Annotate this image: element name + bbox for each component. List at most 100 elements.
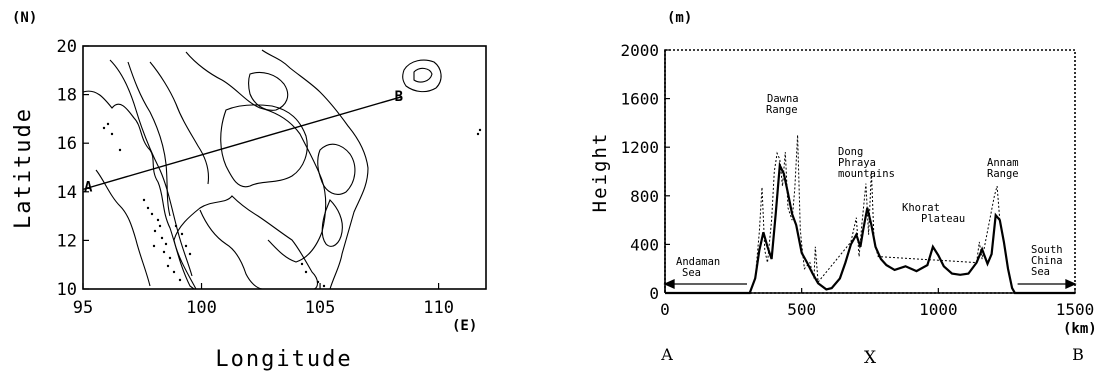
island-dot (118, 148, 122, 152)
sea-arrow-head-left (663, 278, 675, 290)
series-solid-line (665, 161, 1075, 295)
profile-x-tick-label: 1500 (1056, 300, 1095, 319)
island-dot (156, 218, 160, 222)
map-y-label: Latitude (11, 107, 36, 229)
island-contour (413, 67, 433, 83)
annotation-south-china-sea-line2: China (1031, 255, 1063, 267)
map-y-tick-label: 20 (57, 37, 77, 57)
gulf-coast (199, 209, 263, 290)
island-dot (110, 132, 114, 136)
island-dot (164, 242, 168, 246)
map-y-tick-label: 18 (57, 86, 77, 106)
profile-x-tick-label: 0 (660, 300, 670, 319)
profile-y-tick-label: 1600 (620, 90, 659, 109)
island-hainan (402, 59, 442, 93)
island-dot (150, 212, 154, 216)
profile-y-tick-label: 400 (630, 235, 659, 254)
annotation-dawna-range-line2: Range (766, 104, 798, 116)
island-dot (476, 132, 480, 136)
annotation-andaman-sea-line2: Sea (682, 267, 701, 279)
island-dot (158, 224, 162, 228)
map-x-tick-label: 95 (73, 298, 93, 318)
annotation-khorat-plateau-line1: Khorat (902, 202, 940, 214)
map-islands (102, 122, 482, 288)
map-contours (82, 49, 442, 290)
island-dot (184, 244, 188, 248)
island-dot (102, 126, 106, 130)
section-start-label: A (84, 179, 93, 195)
map-panel: A B 95 100 105 110 10 12 14 16 18 20 (N) (E) Lon… (11, 10, 487, 372)
section-line-a-b (82, 96, 401, 191)
coastline (82, 49, 369, 290)
contour-5 (149, 61, 210, 185)
sea-arrow-head-right (1065, 278, 1077, 290)
profile-panel: 0 500 1000 1500 0 400 800 1200 1600 2000 Andaman… (589, 10, 1097, 368)
profile-y-tick-label: 1200 (620, 138, 659, 157)
island-dot (168, 256, 172, 260)
map-frame (82, 45, 487, 290)
island-dot (152, 244, 156, 248)
map-x-tick-label: 100 (186, 298, 217, 318)
contour-2 (220, 104, 308, 188)
map-y-tick-label: 14 (57, 183, 77, 203)
contour-1 (109, 51, 327, 277)
annotation-south-china-sea-line3: Sea (1031, 266, 1050, 278)
island-dot (174, 224, 178, 228)
island-dot (106, 122, 110, 126)
island-dot (178, 278, 182, 282)
island-dot (300, 262, 304, 266)
annotation-dong-phraya-line1: Dong (838, 146, 863, 158)
island-dot (146, 206, 150, 210)
map-x-label: Longitude (215, 347, 352, 372)
profile-annotations: Andaman Sea Dawna Range Dong Phraya moun… (676, 93, 1063, 279)
map-y-unit: (N) (12, 10, 37, 26)
island-dot (322, 284, 326, 288)
island-dot (316, 280, 320, 284)
annotation-annam-range-line1: Annam (987, 157, 1019, 169)
island-dot (153, 229, 157, 233)
profile-x-ticks: 0 500 1000 1500 (660, 288, 1094, 319)
annotation-dawna-range-line1: Dawna (767, 93, 799, 105)
profile-x-tick-label: 1000 (919, 300, 958, 319)
profile-left-end-label: A (660, 345, 673, 364)
profile-y-ticks: 0 400 800 1200 1600 2000 (620, 41, 670, 303)
annotation-annam-range-line2: Range (987, 168, 1019, 180)
profile-y-label: Height (589, 132, 611, 213)
island-dot (188, 252, 192, 256)
profile-y-unit: (m) (667, 10, 692, 26)
profile-x-unit: (km) (1063, 321, 1097, 337)
profile-right-end-label: B (1072, 345, 1084, 364)
annotation-khorat-plateau-line2: Plateau (921, 213, 965, 225)
map-y-tick-label: 12 (57, 231, 77, 251)
island-dot (166, 264, 170, 268)
annotation-dong-phraya-line3: mountains (838, 168, 895, 180)
island-dot (304, 270, 308, 274)
contour-3 (247, 71, 289, 111)
profile-y-tick-label: 0 (649, 284, 659, 303)
island-dot (160, 236, 164, 240)
annotation-andaman-sea-line1: Andaman (676, 256, 720, 268)
annotation-dong-phraya-line2: Phraya (838, 157, 876, 169)
contour-4 (95, 61, 171, 287)
map-y-ticks: 10 12 14 16 18 20 (57, 37, 89, 300)
series-dashed-line (754, 134, 1005, 284)
map-x-unit: (E) (452, 318, 477, 334)
map-y-tick-label: 16 (57, 134, 77, 154)
annotation-south-china-sea-line1: South (1031, 244, 1063, 256)
contour-6 (317, 143, 356, 247)
island-dot (478, 128, 482, 132)
profile-y-tick-label: 800 (630, 187, 659, 206)
map-x-tick-label: 110 (423, 298, 454, 318)
map-x-tick-label: 105 (305, 298, 336, 318)
profile-x-tick-label: 500 (787, 300, 816, 319)
section-end-label: B (395, 89, 403, 105)
profile-y-tick-label: 2000 (620, 41, 659, 60)
profile-x-label: X (864, 348, 877, 368)
map-x-ticks: 95 100 105 110 (73, 283, 454, 318)
island-dot (162, 250, 166, 254)
island-dot (142, 198, 146, 202)
sea-arrows (663, 278, 1077, 290)
island-dot (172, 270, 176, 274)
